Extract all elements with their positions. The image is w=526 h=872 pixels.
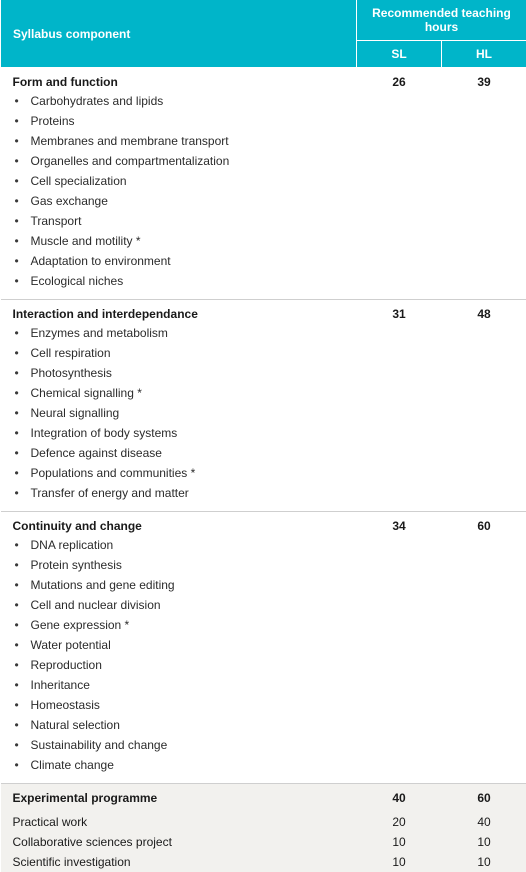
table-header: Syllabus component Recommended teaching … [1, 0, 526, 68]
subrow-sl: 20 [357, 812, 442, 832]
list-item: Carbohydrates and lipids [13, 91, 345, 111]
section-bullets-cell: DNA replicationProtein synthesisMutation… [1, 535, 357, 784]
section-hl-hours: 60 [442, 512, 526, 536]
section-bullets-row: DNA replicationProtein synthesisMutation… [1, 535, 526, 784]
subrow-label: Scientific investigation [1, 852, 357, 872]
section-head-row: Form and function2639 [1, 68, 526, 92]
col-header-hl: HL [442, 41, 526, 68]
bullet-list: Carbohydrates and lipidsProteinsMembrane… [13, 91, 345, 291]
list-item: Populations and communities * [13, 463, 345, 483]
list-item: Climate change [13, 755, 345, 775]
list-item: Cell respiration [13, 343, 345, 363]
list-item: Gene expression * [13, 615, 345, 635]
list-item: Photosynthesis [13, 363, 345, 383]
list-item: Transport [13, 211, 345, 231]
section-head-row: Experimental programme4060 [1, 784, 526, 813]
list-item: Water potential [13, 635, 345, 655]
list-item: Enzymes and metabolism [13, 323, 345, 343]
section-title: Experimental programme [1, 784, 357, 813]
section-bullets-row: Enzymes and metabolismCell respirationPh… [1, 323, 526, 512]
subrow-label: Practical work [1, 812, 357, 832]
list-item: Organelles and compartmentalization [13, 151, 345, 171]
col-header-recommended: Recommended teaching hours [357, 0, 526, 41]
subrow-sl: 10 [357, 852, 442, 872]
list-item: Cell and nuclear division [13, 595, 345, 615]
col-header-sl: SL [357, 41, 442, 68]
section-title: Continuity and change [1, 512, 357, 536]
list-item: Cell specialization [13, 171, 345, 191]
section-sl-hours: 31 [357, 300, 442, 324]
list-item: Ecological niches [13, 271, 345, 291]
section-title: Interaction and interdependance [1, 300, 357, 324]
list-item: Homeostasis [13, 695, 345, 715]
col-header-syllabus: Syllabus component [1, 0, 357, 68]
subrow-hl: 40 [442, 812, 526, 832]
table-body: Form and function2639Carbohydrates and l… [1, 68, 526, 872]
section-hl-hours: 39 [442, 68, 526, 92]
list-item: Mutations and gene editing [13, 575, 345, 595]
section-bullets-cell: Carbohydrates and lipidsProteinsMembrane… [1, 91, 357, 300]
list-item: Membranes and membrane transport [13, 131, 345, 151]
subrow-label: Collaborative sciences project [1, 832, 357, 852]
section-bullets-cell: Enzymes and metabolismCell respirationPh… [1, 323, 357, 512]
section-sl-hours: 40 [357, 784, 442, 813]
list-item: Reproduction [13, 655, 345, 675]
list-item: DNA replication [13, 535, 345, 555]
section-hl-hours: 60 [442, 784, 526, 813]
list-item: Defence against disease [13, 443, 345, 463]
list-item: Sustainability and change [13, 735, 345, 755]
syllabus-table: Syllabus component Recommended teaching … [0, 0, 526, 872]
section-head-row: Continuity and change3460 [1, 512, 526, 536]
list-item: Chemical signalling * [13, 383, 345, 403]
subrow-sl: 10 [357, 832, 442, 852]
bullet-list: DNA replicationProtein synthesisMutation… [13, 535, 345, 775]
list-item: Adaptation to environment [13, 251, 345, 271]
list-item: Inheritance [13, 675, 345, 695]
list-item: Neural signalling [13, 403, 345, 423]
list-item: Integration of body systems [13, 423, 345, 443]
list-item: Gas exchange [13, 191, 345, 211]
list-item: Transfer of energy and matter [13, 483, 345, 503]
section-sl-hours: 26 [357, 68, 442, 92]
section-bullets-row: Carbohydrates and lipidsProteinsMembrane… [1, 91, 526, 300]
section-title: Form and function [1, 68, 357, 92]
section-sl-hours: 34 [357, 512, 442, 536]
table-row: Scientific investigation1010 [1, 852, 526, 872]
subrow-hl: 10 [442, 852, 526, 872]
table-row: Practical work2040 [1, 812, 526, 832]
section-hl-hours: 48 [442, 300, 526, 324]
subrow-hl: 10 [442, 832, 526, 852]
section-head-row: Interaction and interdependance3148 [1, 300, 526, 324]
bullet-list: Enzymes and metabolismCell respirationPh… [13, 323, 345, 503]
list-item: Protein synthesis [13, 555, 345, 575]
list-item: Proteins [13, 111, 345, 131]
list-item: Natural selection [13, 715, 345, 735]
list-item: Muscle and motility * [13, 231, 345, 251]
table-row: Collaborative sciences project1010 [1, 832, 526, 852]
